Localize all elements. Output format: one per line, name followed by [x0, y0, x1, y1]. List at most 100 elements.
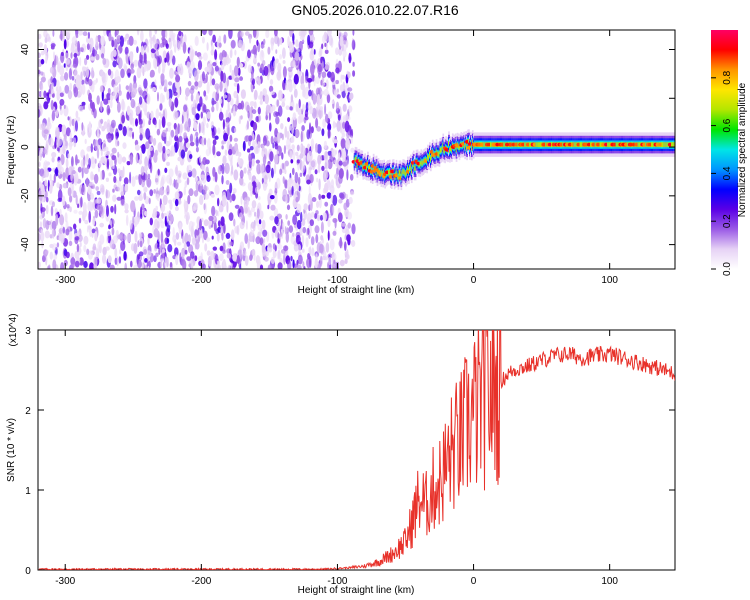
noise-cell: [87, 200, 93, 212]
signal-band-cell: [356, 163, 359, 168]
noise-cell: [176, 39, 181, 52]
noise-cell: [110, 119, 116, 129]
noise-cell: [316, 177, 319, 183]
noise-cell: [259, 163, 265, 174]
noise-cell: [38, 70, 41, 75]
noise-cell: [114, 204, 117, 215]
noise-cell: [177, 63, 181, 74]
noise-cell: [118, 256, 122, 264]
colorbar-tick-label: 0.4: [722, 166, 733, 180]
noise-cell: [195, 242, 200, 250]
noise-cell: [302, 261, 305, 268]
noise-cell: [75, 34, 79, 39]
noise-cell: [296, 264, 302, 269]
noise-cell: [239, 263, 242, 269]
noise-cell: [38, 161, 41, 168]
noise-cell: [80, 71, 83, 81]
noise-cell: [224, 162, 230, 175]
noise-cell: [69, 116, 72, 127]
noise-cell: [152, 208, 157, 219]
noise-cell: [226, 201, 229, 213]
x-tick-label: -200: [191, 275, 211, 286]
noise-cell: [303, 203, 308, 211]
signal-band-cell: [574, 142, 577, 148]
signal-band-cell: [428, 155, 430, 161]
noise-cell: [320, 79, 323, 86]
signal-band-cell: [573, 142, 576, 148]
noise-cell: [56, 89, 60, 101]
noise-cell: [233, 218, 236, 227]
noise-cell: [261, 50, 264, 58]
noise-cell: [38, 42, 43, 48]
noise-cell: [43, 129, 49, 135]
noise-cell: [177, 241, 182, 246]
noise-cell: [92, 243, 97, 251]
noise-cell: [271, 37, 274, 43]
noise-cell: [286, 130, 290, 140]
noise-cell: [65, 228, 70, 236]
noise-cell: [316, 126, 322, 132]
noise-cell: [300, 211, 303, 223]
noise-cell: [250, 229, 255, 237]
noise-cell: [86, 248, 90, 255]
noise-cell: [191, 168, 197, 178]
noise-cell: [130, 68, 135, 74]
noise-cell: [134, 196, 139, 201]
noise-cell: [81, 122, 84, 131]
noise-cell: [231, 108, 234, 114]
noise-cell: [218, 111, 224, 121]
noise-cell: [326, 94, 331, 104]
signal-band-cell: [403, 169, 405, 175]
noise-cell: [160, 221, 165, 229]
noise-cell: [206, 111, 211, 119]
noise-cell: [317, 64, 323, 75]
signal-band-cell: [468, 139, 470, 144]
noise-cell: [352, 61, 355, 67]
noise-cell: [263, 38, 266, 46]
noise-cell: [45, 33, 50, 42]
noise-cell: [178, 135, 183, 143]
noise-cell: [345, 193, 348, 200]
noise-cell: [236, 255, 240, 264]
noise-cell: [69, 195, 73, 203]
colorbar-tick-label: 0.8: [722, 70, 733, 84]
noise-cell: [54, 208, 58, 214]
noise-cell: [230, 229, 235, 241]
noise-cell: [201, 71, 206, 82]
noise-cell: [183, 186, 186, 196]
noise-cell: [222, 194, 227, 207]
noise-cell: [134, 230, 138, 243]
noise-cell: [157, 142, 163, 153]
noise-cell: [311, 197, 317, 202]
noise-cell: [180, 149, 186, 159]
noise-cell: [153, 119, 157, 126]
noise-cell: [114, 247, 118, 258]
noise-cell: [233, 137, 239, 142]
noise-cell: [214, 49, 218, 61]
noise-cell: [50, 76, 53, 84]
noise-cell: [94, 231, 98, 242]
snr-series: [38, 330, 675, 570]
noise-cell: [140, 144, 146, 149]
noise-cell: [73, 86, 79, 98]
noise-cell: [91, 49, 98, 57]
signal-band-cell: [665, 142, 667, 148]
noise-cell: [165, 30, 168, 39]
noise-cell: [84, 154, 89, 166]
signal-band-cell: [673, 142, 675, 148]
noise-cell: [223, 132, 229, 142]
signal-band-cell: [442, 143, 445, 149]
noise-cell: [220, 70, 224, 82]
noise-cell: [161, 212, 164, 220]
noise-cell: [40, 71, 44, 76]
noise-cell: [340, 193, 345, 201]
noise-cell: [218, 42, 222, 48]
noise-cell: [297, 254, 303, 265]
noise-cell: [350, 135, 353, 145]
noise-cell: [51, 228, 55, 239]
noise-cell: [201, 36, 205, 44]
noise-cell: [91, 231, 94, 238]
noise-cell: [210, 49, 214, 56]
noise-cell: [301, 218, 306, 227]
signal-band-cell: [355, 157, 358, 162]
